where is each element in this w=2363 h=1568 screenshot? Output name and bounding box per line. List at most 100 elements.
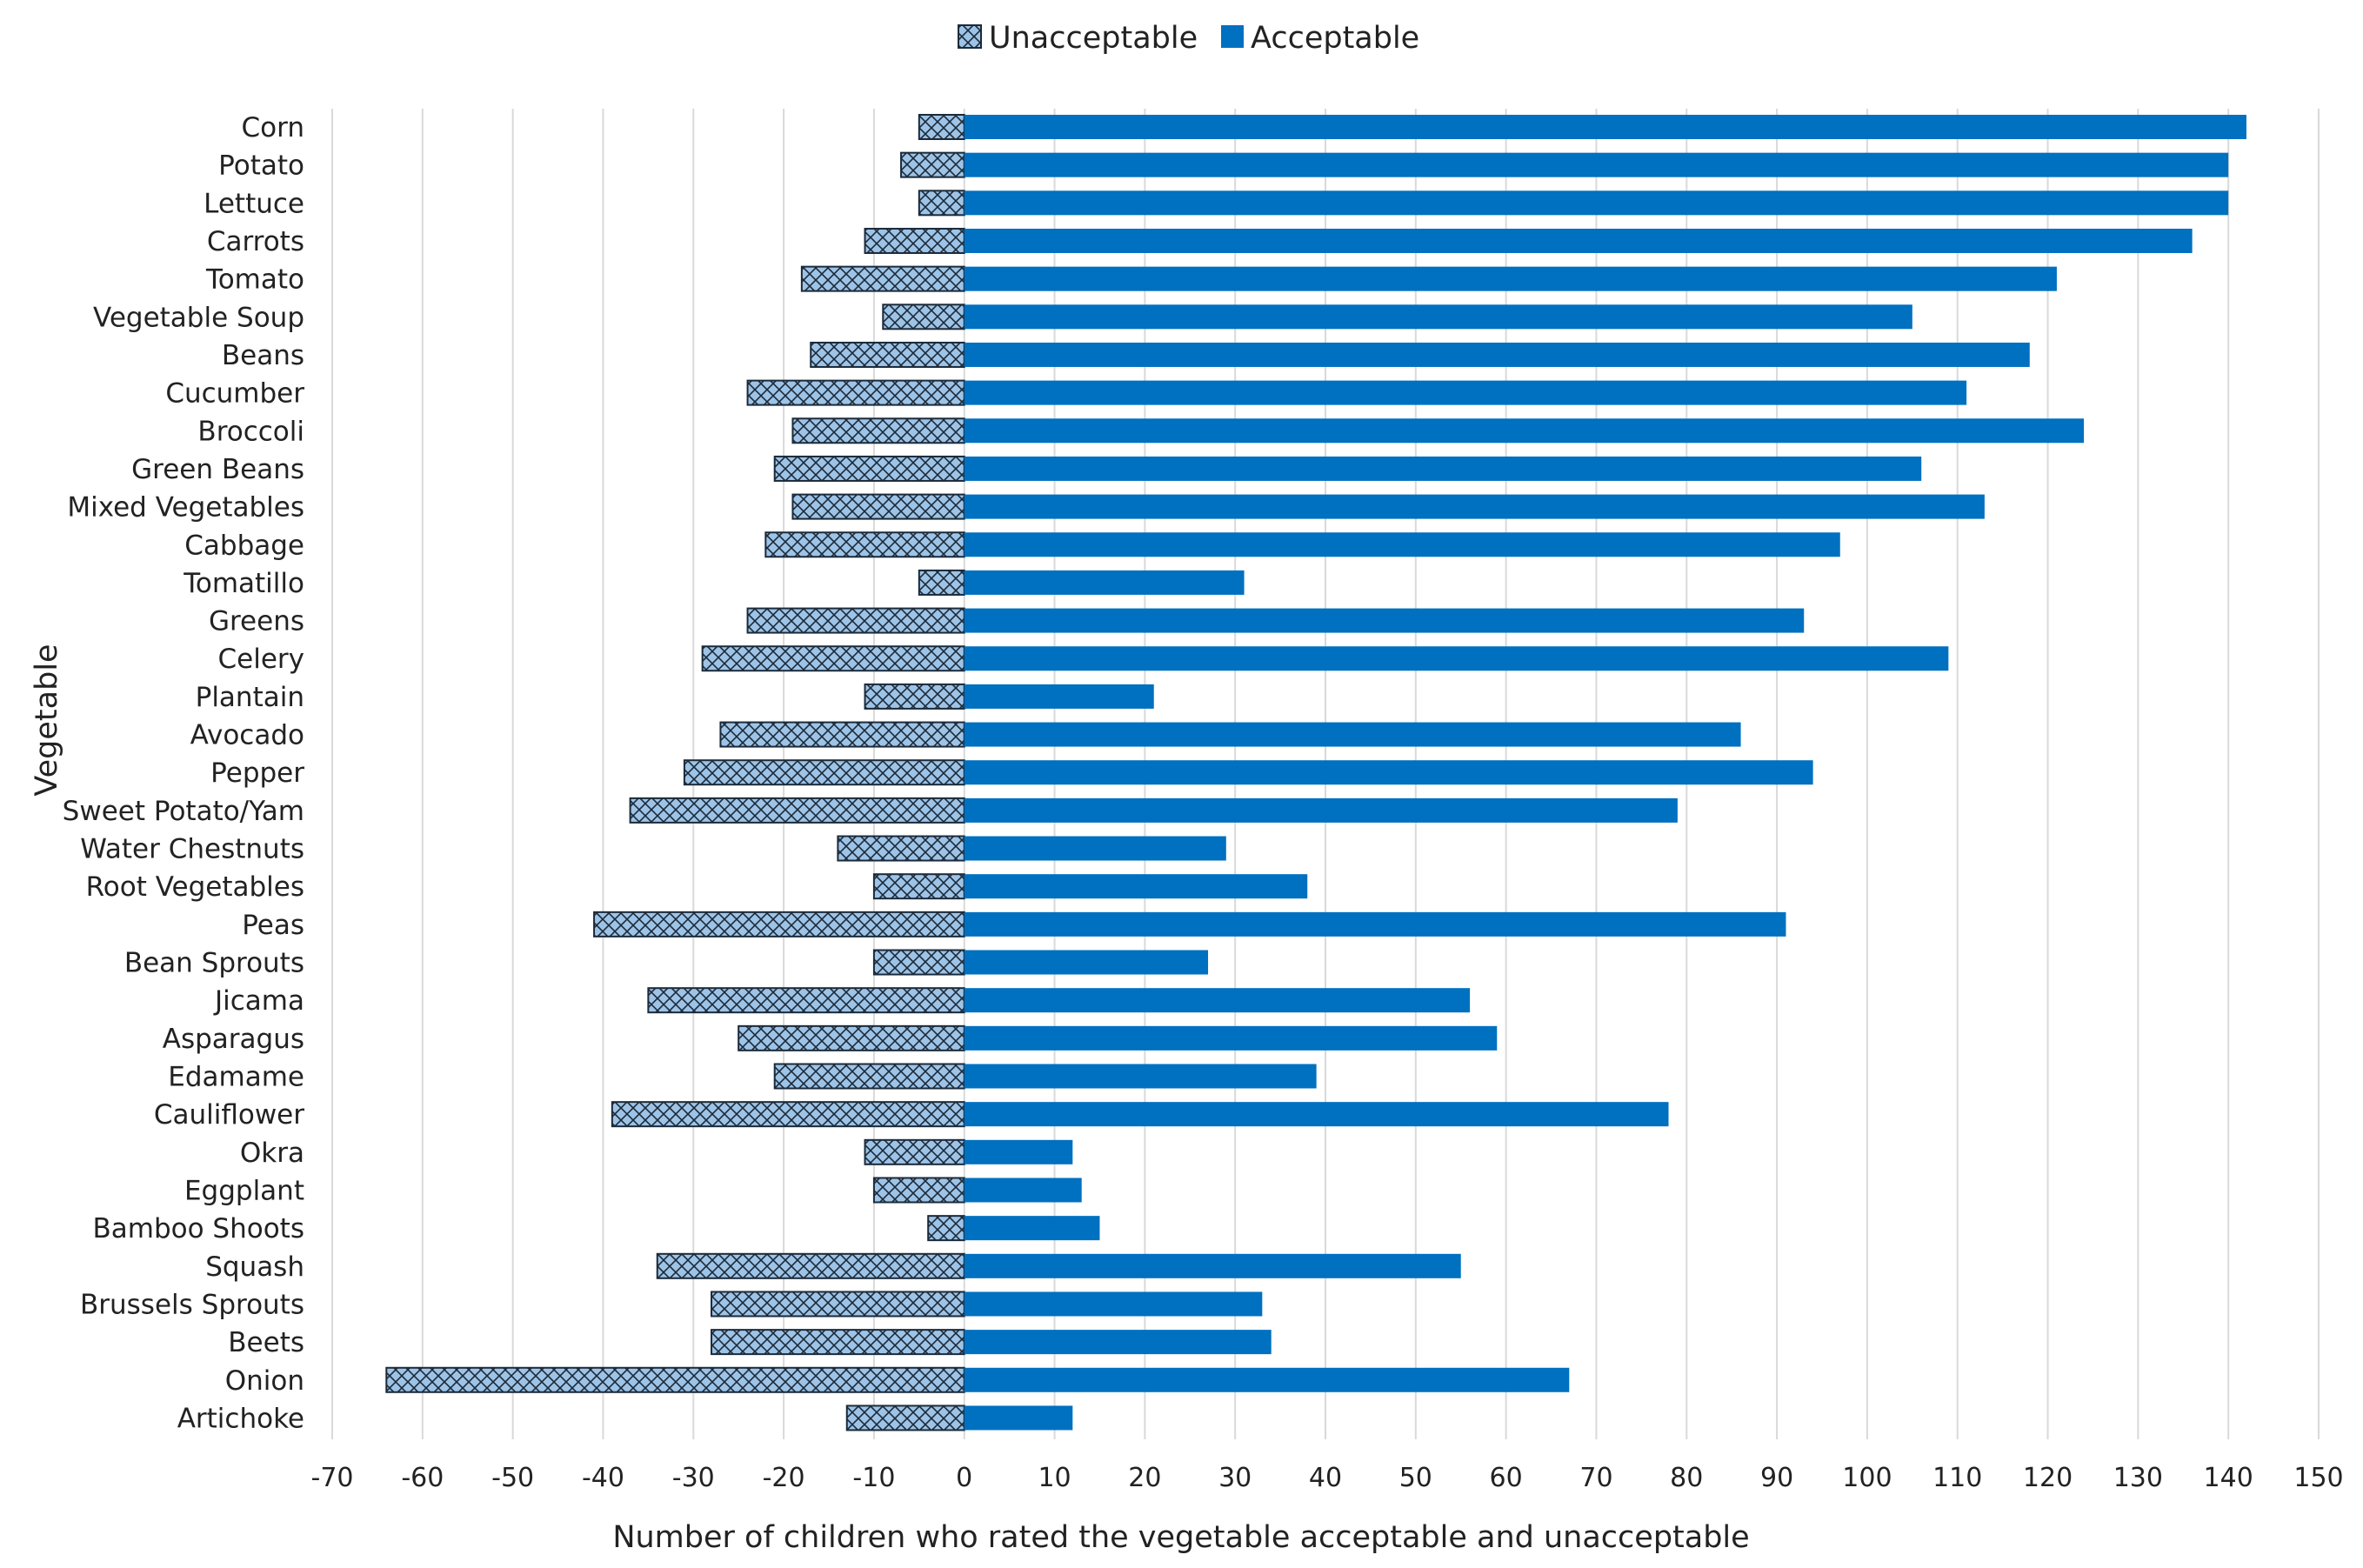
category-label-broccoli: Broccoli <box>197 416 304 447</box>
category-label-beans: Beans <box>222 340 304 371</box>
bar-unacceptable-cabbage <box>764 531 965 558</box>
category-label-greens: Greens <box>209 606 304 637</box>
bar-unacceptable-beans <box>810 341 965 368</box>
category-label-squash: Squash <box>205 1251 304 1283</box>
bar-acceptable-edamame <box>964 1064 1317 1089</box>
x-tick-label: 100 <box>1842 1463 1892 1493</box>
category-label-potato: Potato <box>218 150 304 182</box>
bar-unacceptable-greens <box>746 607 965 634</box>
bar-unacceptable-squash <box>656 1252 965 1279</box>
category-label-bamboo-shoots: Bamboo Shoots <box>93 1213 305 1244</box>
x-tick-label: -50 <box>491 1463 534 1493</box>
x-tick-label: 70 <box>1579 1463 1612 1493</box>
bar-acceptable-plantain <box>964 684 1154 709</box>
category-label-beets: Beets <box>228 1327 304 1358</box>
category-label-pepper: Pepper <box>210 757 304 789</box>
category-label-cucumber: Cucumber <box>165 378 304 410</box>
bar-acceptable-green-beans <box>964 456 1922 481</box>
legend: Unacceptable Acceptable <box>958 21 1419 56</box>
bar-acceptable-potato <box>964 152 2229 177</box>
category-label-root-vegetables: Root Vegetables <box>86 871 304 903</box>
category-label-cauliflower: Cauliflower <box>154 1099 304 1131</box>
bar-acceptable-squash <box>964 1253 1461 1278</box>
bar-acceptable-brussels-sprouts <box>964 1291 1263 1317</box>
x-tick-label: 110 <box>1932 1463 1982 1493</box>
bar-acceptable-pepper <box>964 760 1813 785</box>
bar-unacceptable-okra <box>864 1138 965 1165</box>
x-tick-label: -60 <box>401 1463 444 1493</box>
bar-unacceptable-pepper <box>683 759 965 786</box>
bar-acceptable-bamboo-shoots <box>964 1216 1100 1241</box>
x-axis-title: Number of children who rated the vegetab… <box>612 1520 1749 1555</box>
category-label-corn: Corn <box>242 112 304 143</box>
bar-unacceptable-edamame <box>773 1063 965 1090</box>
bar-acceptable-greens <box>964 608 1805 633</box>
bar-unacceptable-carrots <box>864 227 965 254</box>
category-label-celery: Celery <box>218 644 305 675</box>
bar-unacceptable-tomatillo <box>918 569 965 596</box>
bar-acceptable-eggplant <box>964 1178 1082 1203</box>
bar-unacceptable-cucumber <box>746 379 965 406</box>
legend-item-unacceptable[interactable]: Unacceptable <box>958 21 1198 56</box>
bar-acceptable-beans <box>964 342 2030 367</box>
category-label-peas: Peas <box>242 910 304 941</box>
bar-unacceptable-vegetable-soup <box>882 304 965 330</box>
x-tick-label: 50 <box>1399 1463 1432 1493</box>
category-label-okra: Okra <box>240 1138 304 1169</box>
category-label-mixed-vegetables: Mixed Vegetables <box>67 492 304 524</box>
x-tick-label: 120 <box>2023 1463 2073 1493</box>
bars <box>385 114 2246 1431</box>
legend-label-unacceptable: Unacceptable <box>989 21 1198 56</box>
x-tick-label: 130 <box>2113 1463 2163 1493</box>
x-tick-labels: -70 -60 -50 -40 -30 -20 -10 0 10 20 30 40 50 60 70 80 90… <box>311 1463 2344 1493</box>
bar-unacceptable-brussels-sprouts <box>711 1291 965 1318</box>
bar-unacceptable-asparagus <box>738 1024 965 1051</box>
category-label-tomatillo: Tomatillo <box>183 568 304 599</box>
bar-unacceptable-broccoli <box>791 417 965 444</box>
category-labels: Corn Potato Lettuce Carrots Tomato Vegetable … <box>63 112 305 1434</box>
bar-unacceptable-corn <box>918 114 965 140</box>
x-tick-label: 40 <box>1309 1463 1342 1493</box>
bar-acceptable-cabbage <box>964 532 1840 557</box>
bar-unacceptable-jicama <box>647 987 965 1014</box>
category-label-plantain: Plantain <box>196 682 304 713</box>
bar-acceptable-bean-sprouts <box>964 950 1209 975</box>
x-tick-label: -30 <box>672 1463 715 1493</box>
y-axis-title: Vegetable <box>30 644 64 796</box>
bar-unacceptable-green-beans <box>773 455 965 482</box>
bar-acceptable-jicama <box>964 988 1471 1013</box>
x-tick-label: 90 <box>1760 1463 1793 1493</box>
category-label-cabbage: Cabbage <box>184 530 304 561</box>
bar-acceptable-onion <box>964 1367 1570 1392</box>
category-label-water-chestnuts: Water Chestnuts <box>80 834 304 865</box>
x-tick-label: 20 <box>1128 1463 1161 1493</box>
category-label-onion: Onion <box>225 1365 304 1397</box>
bar-unacceptable-sweet-potato-yam <box>629 797 965 824</box>
x-tick-label: 140 <box>2204 1463 2253 1493</box>
category-label-edamame: Edamame <box>168 1062 304 1093</box>
legend-item-acceptable[interactable]: Acceptable <box>1221 21 1419 56</box>
category-label-lettuce: Lettuce <box>204 188 304 219</box>
bar-unacceptable-plantain <box>864 683 965 710</box>
x-tick-label: 60 <box>1490 1463 1523 1493</box>
bar-acceptable-carrots <box>964 228 2193 253</box>
bar-acceptable-mixed-vegetables <box>964 494 1985 519</box>
bar-acceptable-asparagus <box>964 1025 1498 1051</box>
bar-acceptable-avocado <box>964 722 1741 747</box>
bar-unacceptable-avocado <box>719 721 965 748</box>
x-tick-label: 30 <box>1218 1463 1252 1493</box>
bar-unacceptable-onion <box>385 1366 965 1393</box>
x-tick-label: 150 <box>2293 1463 2343 1493</box>
legend-swatch-unacceptable <box>958 24 982 49</box>
bar-unacceptable-lettuce <box>918 190 965 217</box>
category-label-avocado: Avocado <box>190 720 304 751</box>
legend-swatch-acceptable <box>1221 25 1244 48</box>
bar-acceptable-okra <box>964 1139 1073 1164</box>
x-tick-label: -70 <box>311 1463 354 1493</box>
bar-acceptable-tomato <box>964 266 2057 291</box>
bar-unacceptable-root-vegetables <box>872 873 965 900</box>
category-label-eggplant: Eggplant <box>184 1175 304 1206</box>
bar-acceptable-tomatillo <box>964 570 1245 595</box>
category-label-bean-sprouts: Bean Sprouts <box>124 948 304 979</box>
